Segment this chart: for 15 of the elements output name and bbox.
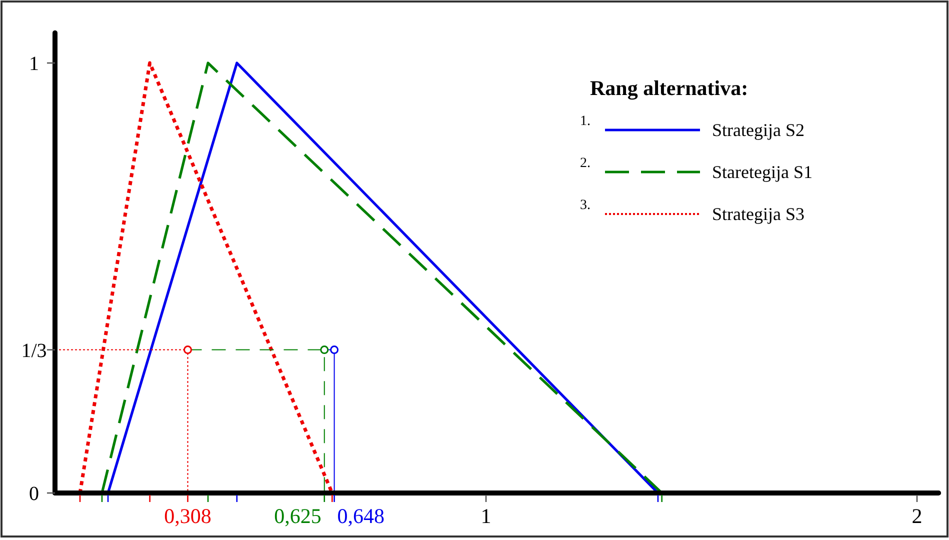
- annotation: 2.: [580, 156, 590, 171]
- text: Strategija S2: [712, 120, 804, 140]
- x-tick-label: 2: [912, 504, 922, 528]
- x-tick-label: 1: [480, 504, 492, 528]
- annotation: 1.: [580, 114, 590, 129]
- annotation: 0,648: [337, 504, 385, 528]
- text: Staretegija S1: [712, 162, 812, 182]
- y-tick-label: 1/3: [21, 340, 47, 362]
- y-tick-label: 1: [29, 53, 39, 75]
- legend-title: Rang alternativa:: [590, 76, 748, 100]
- annotation: 3.: [580, 198, 590, 213]
- y-tick-label: 0: [29, 483, 39, 505]
- text: Strategija S3: [712, 204, 804, 224]
- x-tick-label: 0,308: [164, 504, 212, 528]
- annotation: 0,625: [274, 504, 322, 528]
